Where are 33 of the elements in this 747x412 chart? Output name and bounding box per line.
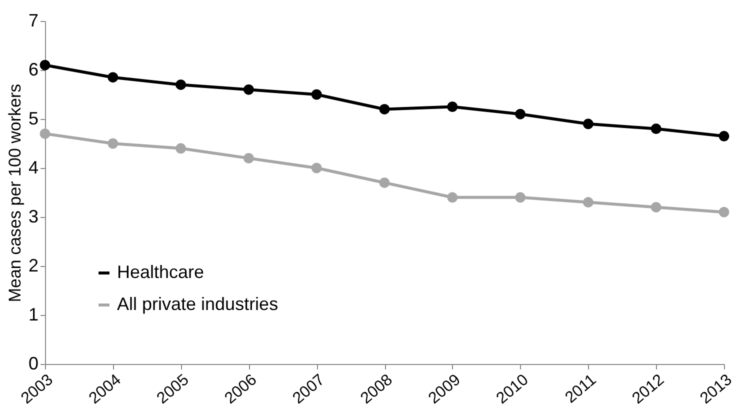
point — [447, 102, 458, 112]
point — [650, 124, 662, 134]
point — [311, 162, 322, 174]
point — [108, 72, 118, 83]
y-tick-label: 0 — [28, 354, 38, 374]
point — [447, 192, 458, 203]
y-tick-label: 2 — [28, 256, 38, 276]
y-tick-label: 4 — [28, 158, 38, 178]
point — [582, 118, 594, 130]
legend-label: Healthcare — [117, 262, 204, 282]
point — [379, 177, 390, 188]
point — [718, 130, 730, 142]
point — [650, 202, 662, 212]
y-tick-label: 5 — [28, 108, 38, 128]
point — [108, 138, 118, 149]
y-tick-label: 6 — [28, 60, 38, 80]
point — [718, 206, 730, 218]
point — [515, 192, 526, 203]
point — [379, 104, 390, 114]
point — [176, 143, 186, 154]
y-axis-title: Mean cases per 100 workers — [5, 84, 24, 302]
legend-label: All private industries — [117, 294, 278, 314]
point — [582, 197, 594, 208]
point — [243, 152, 254, 164]
y-tick-label: 1 — [28, 304, 38, 324]
y-tick-label: 3 — [28, 206, 38, 226]
point — [176, 79, 186, 90]
point — [40, 128, 50, 139]
y-tick-label: 7 — [28, 10, 38, 30]
point — [311, 89, 322, 100]
point — [243, 84, 254, 95]
point — [40, 60, 50, 70]
point — [515, 108, 526, 120]
